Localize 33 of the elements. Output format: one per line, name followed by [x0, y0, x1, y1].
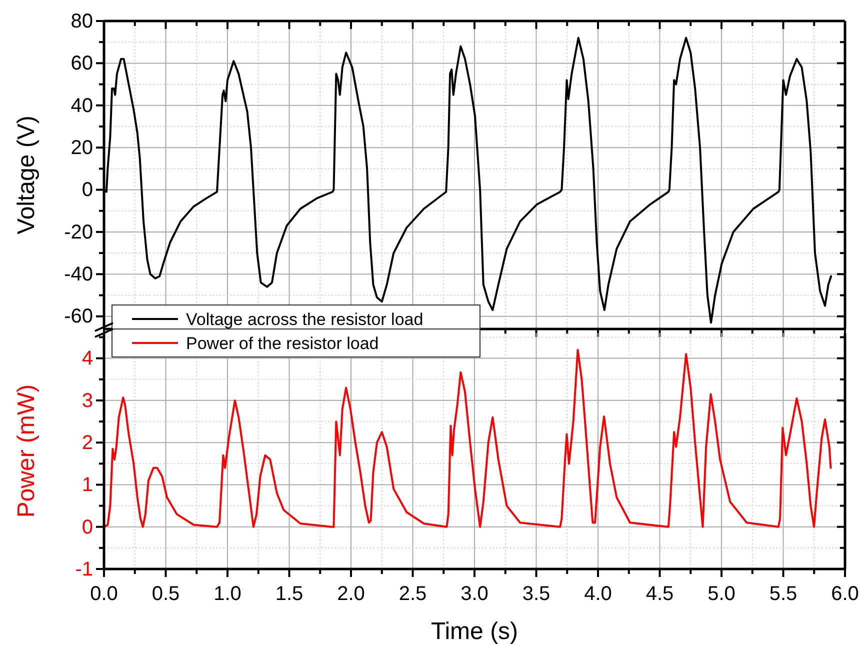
y-tick-label: 4: [82, 348, 93, 370]
x-tick-label: 3.0: [460, 583, 488, 605]
x-tick-label: 6.0: [831, 583, 859, 605]
x-tick-label: 2.0: [337, 583, 365, 605]
y-tick-label: 40: [70, 94, 93, 117]
x-tick-label: 4.0: [584, 583, 612, 605]
x-tick-label: 0.0: [90, 583, 118, 605]
y-tick-label: -20: [64, 221, 93, 244]
x-tick-label: 5.5: [769, 583, 798, 605]
y-axis-title: Voltage (V): [13, 116, 40, 234]
y-tick-label: 3: [82, 390, 93, 412]
y-tick-label: 1: [82, 474, 93, 496]
x-tick-label: 4.5: [646, 583, 674, 605]
y-axis-title: Power (mW): [13, 384, 40, 518]
x-tick-label: 1.5: [275, 583, 304, 605]
y-tick-label: 20: [70, 136, 93, 159]
x-axis-title: Time (s): [430, 618, 518, 645]
y-tick-label: -1: [75, 558, 93, 580]
y-tick-label: 2: [82, 432, 93, 454]
x-tick-label: 2.5: [398, 583, 427, 605]
x-tick-label: 3.5: [522, 583, 550, 605]
y-tick-label: 0: [82, 179, 93, 202]
y-tick-label: -60: [64, 306, 93, 328]
x-tick-label: 1.0: [214, 583, 242, 605]
y-tick-label: 60: [70, 52, 93, 75]
legend-label: Power of the resistor load: [186, 334, 379, 353]
y-tick-label: 80: [70, 10, 93, 32]
x-tick-label: 0.5: [152, 583, 180, 605]
legend-label: Voltage across the resistor load: [186, 310, 424, 329]
y-tick-label: -40: [64, 264, 93, 286]
y-tick-label: 0: [82, 516, 93, 538]
line-series: [103, 348, 832, 528]
x-tick-label: 5.0: [708, 583, 736, 605]
